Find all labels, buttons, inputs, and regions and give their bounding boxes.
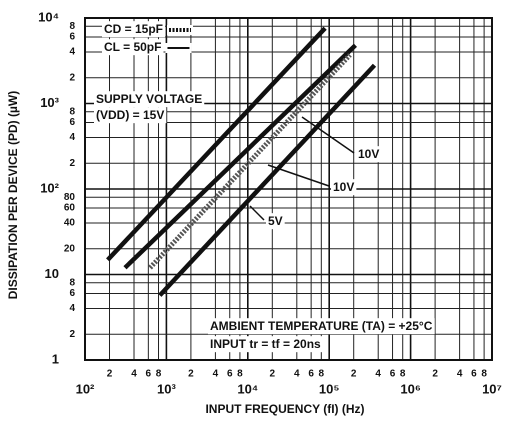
y-tick-label: 8 <box>69 21 75 32</box>
legend-label-group: CL = 50pF <box>102 39 164 56</box>
y-tick-label: 4 <box>69 47 75 58</box>
x-tick-label: 2 <box>107 369 113 380</box>
x-tick-label: 8 <box>481 369 487 380</box>
series-line <box>106 26 327 262</box>
x-tick-label: 8 <box>400 369 406 380</box>
x-tick-label: 8 <box>156 369 162 380</box>
annotation: SUPPLY VOLTAGE <box>96 92 202 106</box>
leader-line <box>267 164 330 187</box>
annotation: AMBIENT TEMPERATURE (TA) = +25°C <box>210 319 433 333</box>
x-tick-label: 10⁶ <box>400 381 420 396</box>
label-bg <box>102 21 166 38</box>
curve-label-group: 10V <box>331 179 357 196</box>
curve-label-group: 10V <box>356 146 382 163</box>
annotation: (VDD) = 15V <box>96 108 164 122</box>
x-axis-label: INPUT FREQUENCY (fI) (Hz) <box>205 402 364 416</box>
y-tick-label: 10⁴ <box>38 9 59 24</box>
series-line <box>123 43 357 270</box>
x-tick-label: 6 <box>471 369 477 380</box>
annotation-group: AMBIENT TEMPERATURE (TA) = +25°C <box>208 318 435 335</box>
y-tick-label: 10² <box>40 180 59 195</box>
annotation-group: INPUT tr = tf = 20ns <box>208 336 324 353</box>
x-tick-label: 10⁵ <box>319 381 340 396</box>
y-tick-label: 6 <box>69 288 75 299</box>
label-bg <box>331 179 357 196</box>
curve-label: 5V <box>268 214 283 228</box>
series-line <box>158 63 377 297</box>
legend-label-group: CD = 15pF <box>102 21 166 38</box>
x-tick-label: 8 <box>237 369 243 380</box>
x-tick-label: 2 <box>270 369 276 380</box>
y-tick-label: 2 <box>69 158 75 169</box>
x-tick-label: 10³ <box>157 381 176 396</box>
x-tick-label: 6 <box>308 369 314 380</box>
leader-line <box>301 116 355 154</box>
x-tick-label: 4 <box>375 369 381 380</box>
x-tick-label: 4 <box>294 369 300 380</box>
y-axis-label: DISSIPATION PER DEVICE (PD) (µW) <box>6 91 20 299</box>
legend-label: CL = 50pF <box>104 40 161 54</box>
y-tick-label: 6 <box>69 32 75 43</box>
leader-line <box>249 205 265 221</box>
y-tick-label: 4 <box>69 132 75 143</box>
x-tick-label: 10⁴ <box>237 381 258 396</box>
label-bg <box>208 318 435 335</box>
series-line <box>148 53 352 270</box>
y-tick-label: 40 <box>64 218 76 229</box>
y-tick-label: 80 <box>64 192 76 203</box>
curve-label: 10V <box>333 180 354 194</box>
label-bg <box>266 213 285 230</box>
label-bg <box>102 39 164 56</box>
annotation-group: SUPPLY VOLTAGE <box>94 91 205 108</box>
annotation: INPUT tr = tf = 20ns <box>210 337 321 351</box>
y-tick-label: 60 <box>64 203 76 214</box>
x-tick-label: 10² <box>76 381 95 396</box>
plot-frame <box>84 17 493 361</box>
x-tick-label: 6 <box>227 369 233 380</box>
y-tick-label: 8 <box>69 277 75 288</box>
label-bg <box>94 91 205 108</box>
x-tick-label: 2 <box>432 369 438 380</box>
y-tick-label: 10 <box>45 266 59 281</box>
y-tick-label: 8 <box>69 106 75 117</box>
y-tick-label: 4 <box>69 303 75 314</box>
annotation-group: (VDD) = 15V <box>94 107 167 124</box>
x-tick-label: 10⁷ <box>482 381 502 396</box>
x-tick-label: 2 <box>188 369 194 380</box>
y-tick-label: 20 <box>64 243 76 254</box>
x-tick-label: 8 <box>319 369 325 380</box>
label-bg <box>356 146 382 163</box>
legend-label: CD = 15pF <box>104 22 163 36</box>
y-tick-label: 1 <box>52 351 59 366</box>
x-tick-label: 4 <box>457 369 463 380</box>
x-tick-label: 4 <box>213 369 219 380</box>
x-tick-label: 4 <box>131 369 137 380</box>
label-bg <box>208 336 324 353</box>
y-tick-label: 6 <box>69 117 75 128</box>
x-tick-label: 2 <box>351 369 357 380</box>
label-bg <box>94 107 167 124</box>
x-tick-label: 6 <box>146 369 152 380</box>
y-tick-label: 2 <box>69 329 75 340</box>
x-tick-label: 6 <box>390 369 396 380</box>
y-tick-label: 10³ <box>40 95 59 110</box>
curve-label-group: 5V <box>266 213 285 230</box>
y-tick-label: 2 <box>69 72 75 83</box>
curve-label: 10V <box>358 147 379 161</box>
